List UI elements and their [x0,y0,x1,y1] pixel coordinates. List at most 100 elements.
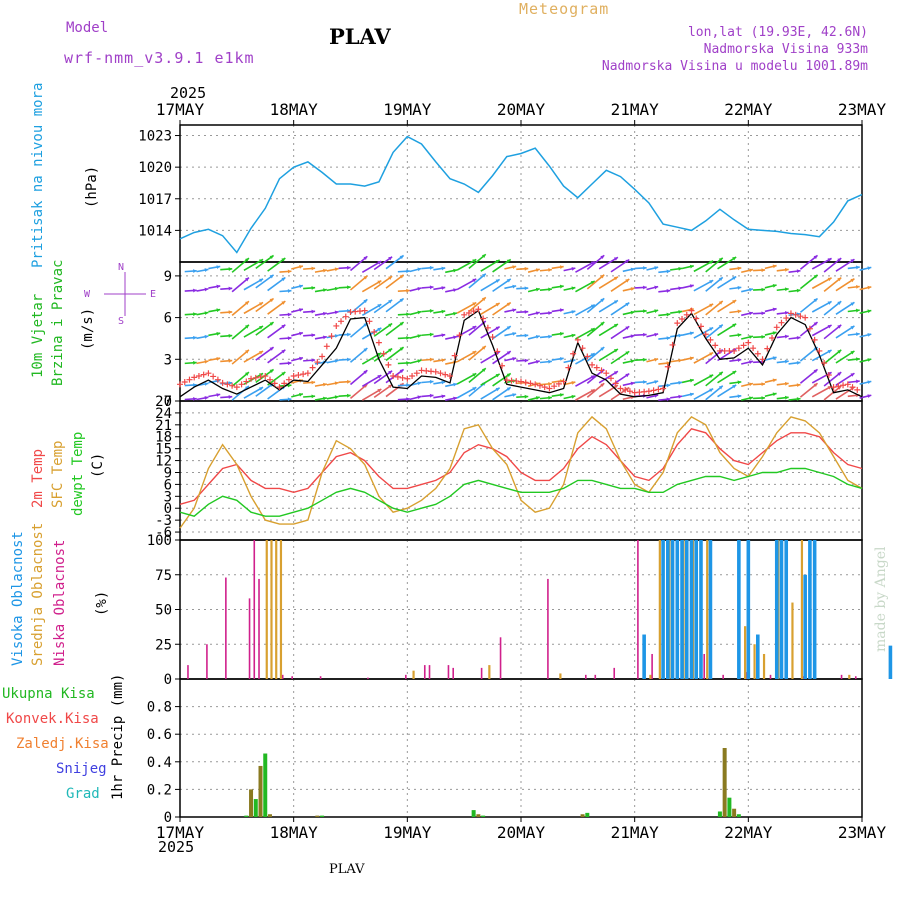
wind-arrowhead [590,261,595,265]
wind-arrow [492,301,512,316]
wind-arrowhead [193,360,197,365]
wind-arrow [717,370,737,384]
wind-arrow [456,372,477,385]
wind-gust-marker [195,372,202,379]
wind-arrowhead [548,311,552,315]
wind-arrowhead [512,393,517,397]
wind-arrowhead [867,380,872,385]
wind-arrowhead [495,373,500,378]
wind-arrowhead [749,335,753,339]
cloud-bar [737,540,741,679]
cloud-bar [253,540,256,679]
wind-arrow [373,256,393,271]
wind-gust-marker [830,384,837,391]
wind-gust-marker [276,384,283,391]
wind-gust-marker [560,378,567,385]
wind-arrowhead [406,361,410,365]
wind-arrowhead [347,393,351,398]
wind-arrowhead [388,256,393,261]
wind-gust-marker [285,376,292,383]
wind-arrowhead [299,308,303,312]
wind-arrowhead [559,356,564,361]
ytick-label: 21 [155,418,172,434]
wind-arrow [598,299,619,313]
cloud-bar [808,540,812,679]
ytick-label: 50 [155,603,172,619]
wind-arrow [349,322,368,338]
wind-gust-marker [598,367,605,374]
wind-arrow [586,274,605,290]
wind-arrow [373,275,393,290]
wind-arrowhead [856,308,860,313]
wind-arrow [361,327,382,340]
wind-arrowhead [625,259,630,264]
wind-arrow [705,300,724,316]
cloud-bar [670,540,675,679]
cloud-bar [779,540,784,679]
wind-arrowhead [654,266,659,270]
wind-arrowhead [388,370,393,375]
wind-gust-marker [461,311,468,318]
wind-arrow [575,374,596,387]
wind-gust-marker [328,333,335,340]
wind-arrowhead [666,383,671,388]
wind-gust-marker [224,381,231,388]
xtick-label-top: 19MAY [383,100,432,119]
cloud-bar [547,578,549,679]
wind-arrowhead [630,359,635,364]
wind-arrowhead [749,396,753,401]
wind-gust-marker [338,318,345,325]
wind-arrowhead [311,286,316,290]
wind-arrowhead [323,268,327,273]
precip-legend-total: Ukupna Kisa [2,686,95,702]
wind-arrow [231,349,250,365]
wind-arrowhead [867,358,872,362]
wind-arrow [835,278,855,292]
wind-gust-marker [612,380,619,387]
wind-gust-marker [446,372,453,379]
wind-gust-marker [342,313,349,320]
wind-arrowhead [850,373,855,377]
wind-arrowhead [347,332,351,337]
wind-arrowhead [837,349,842,354]
wind-arrowhead [600,274,605,279]
wind-gust-marker [248,375,255,382]
wind-gust-marker [271,380,278,387]
wind-arrow [231,257,250,273]
wind-arrowhead [666,312,671,317]
wind-arrowhead [506,351,511,355]
year-top: 2025 [170,84,207,102]
wind-arrow [468,367,487,384]
wind-arrowhead [323,311,327,316]
ytick-label: 0 [164,672,172,688]
wind-gust-marker [536,382,543,389]
wind-arrowhead [281,324,286,329]
wind-gust-marker [257,373,264,380]
wind-arrowhead [772,331,777,335]
wind-gust-marker [773,324,780,331]
wind-arrow [243,386,264,399]
xtick-label-bottom: 20MAY [497,823,546,842]
wind-gust-marker [589,361,596,368]
ytick-label: -6 [155,525,172,541]
precip-bar [258,765,263,817]
cloud-bar [708,540,713,679]
wind-gust-marker [371,328,378,335]
wind-gust-marker [579,345,586,352]
wind-arrowhead [453,288,457,292]
ytick-label: 1020 [138,160,172,176]
wind-arrow [456,301,477,314]
wind-arrowhead [590,281,595,285]
wind-gust-marker [688,307,695,314]
wind-arrow [243,325,264,338]
wind-arrowhead [867,394,872,398]
wind-gust-marker [518,378,524,385]
wind-arrowhead [796,269,801,274]
wind-arrowhead [429,308,434,313]
xtick-label-bottom: 22MAY [724,823,773,842]
wind-arrowhead [666,269,671,274]
cloud-bar [666,540,670,679]
wind-arrowhead [850,325,855,330]
ytick-label: 100 [147,533,172,549]
wind-arrowhead [625,302,630,307]
